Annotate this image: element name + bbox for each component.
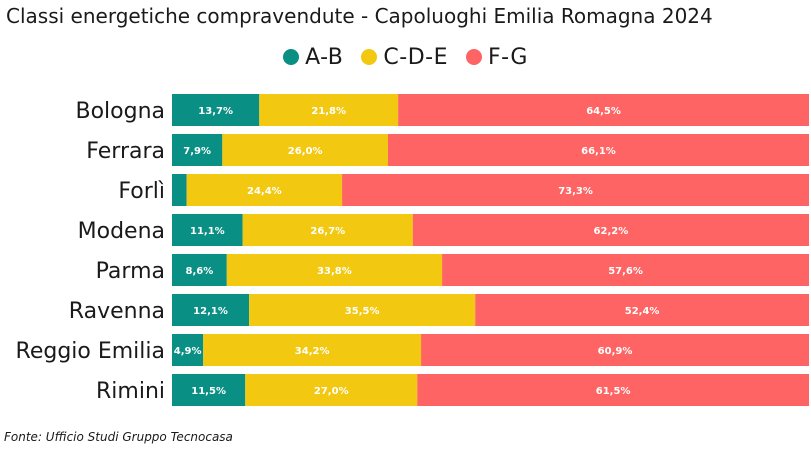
- category-label-rimini: Rimini: [96, 379, 165, 404]
- data-label-rimini-a-b: 11,5%: [191, 386, 226, 397]
- category-label-ferrara: Ferrara: [86, 139, 165, 164]
- category-label-forli: Forlì: [118, 179, 165, 204]
- data-label-ferrara-c-d-e: 26,0%: [288, 146, 323, 157]
- bar-rimini-a-b: [172, 374, 246, 406]
- legend-item-a-b: A-B: [283, 45, 343, 70]
- data-label-bologna-f-g: 64,5%: [586, 106, 621, 117]
- chart-title: Classi energetiche compravendute - Capol…: [6, 4, 713, 28]
- data-label-reggio-emilia-a-b: 4,9%: [174, 346, 202, 357]
- source-note: Fonte: Ufficio Studi Gruppo Tecnocasa: [4, 430, 233, 444]
- legend-label-a-b: A-B: [305, 44, 344, 70]
- category-label-ravenna: Ravenna: [69, 299, 165, 324]
- data-label-parma-f-g: 57,6%: [608, 266, 643, 277]
- bar-reggio-emilia-f-g: [421, 334, 809, 366]
- bar-forli-a-b: [172, 174, 187, 206]
- legend-swatch-c-d-e: [361, 49, 378, 65]
- bar-modena-a-b: [172, 214, 243, 246]
- bar-bologna-a-b: [172, 94, 260, 126]
- data-label-ferrara-f-g: 66,1%: [581, 146, 616, 157]
- data-label-modena-a-b: 11,1%: [190, 226, 225, 237]
- bar-rimini-f-g: [417, 374, 809, 406]
- bar-ravenna-c-d-e: [249, 294, 476, 326]
- data-label-forli-f-g: 73,3%: [558, 186, 593, 197]
- data-label-parma-a-b: 8,6%: [186, 266, 214, 277]
- data-label-reggio-emilia-c-d-e: 34,2%: [295, 346, 330, 357]
- bar-modena-c-d-e: [242, 214, 413, 246]
- bar-reggio-emilia-a-b: [172, 334, 204, 366]
- bar-parma-f-g: [442, 254, 809, 286]
- category-label-parma: Parma: [96, 259, 165, 284]
- legend-label-f-g: F-G: [487, 44, 528, 70]
- bar-bologna-f-g: [398, 94, 809, 126]
- bar-rimini-c-d-e: [245, 374, 418, 406]
- bar-ferrara-f-g: [387, 134, 809, 166]
- data-label-reggio-emilia-f-g: 60,9%: [598, 346, 633, 357]
- legend-swatch-a-b: [283, 49, 300, 65]
- legend-label-c-d-e: C-D-E: [383, 44, 448, 70]
- data-label-ravenna-a-b: 12,1%: [193, 306, 228, 317]
- bar-ravenna-f-g: [475, 294, 809, 326]
- bar-forli-f-g: [342, 174, 809, 206]
- bar-forli-c-d-e: [186, 174, 343, 206]
- data-label-modena-c-d-e: 26,7%: [310, 226, 345, 237]
- category-label-bologna: Bologna: [75, 99, 165, 124]
- bar-bologna-c-d-e: [259, 94, 399, 126]
- legend-item-c-d-e: C-D-E: [361, 45, 448, 70]
- category-label-reggio-emilia: Reggio Emilia: [16, 339, 165, 364]
- data-label-bologna-a-b: 13,7%: [198, 106, 233, 117]
- bar-reggio-emilia-c-d-e: [203, 334, 422, 366]
- data-label-ferrara-a-b: 7,9%: [183, 146, 211, 157]
- data-label-modena-f-g: 62,2%: [594, 226, 629, 237]
- data-label-ravenna-f-g: 52,4%: [625, 306, 660, 317]
- category-label-modena: Modena: [78, 219, 165, 244]
- bar-modena-f-g: [412, 214, 809, 246]
- stacked-bar-chart: Bologna 13,7% 21,8% 64,5% Ferrara 7,9% 26,0% 66…: [16, 94, 809, 406]
- bar-parma-c-d-e: [226, 254, 443, 286]
- data-label-rimini-f-g: 61,5%: [596, 386, 631, 397]
- bar-ferrara-c-d-e: [222, 134, 388, 166]
- data-label-parma-c-d-e: 33,8%: [317, 266, 352, 277]
- data-label-rimini-c-d-e: 27,0%: [314, 386, 349, 397]
- bar-parma-a-b: [172, 254, 227, 286]
- data-label-ravenna-c-d-e: 35,5%: [345, 306, 380, 317]
- legend: A-B C-D-E F-G: [0, 40, 811, 74]
- bar-ravenna-a-b: [172, 294, 250, 326]
- legend-item-f-g: F-G: [465, 44, 528, 70]
- bar-ferrara-a-b: [172, 134, 223, 166]
- data-label-bologna-c-d-e: 21,8%: [311, 106, 346, 117]
- data-label-forli-c-d-e: 24,4%: [247, 186, 282, 197]
- legend-swatch-f-g: [465, 49, 482, 65]
